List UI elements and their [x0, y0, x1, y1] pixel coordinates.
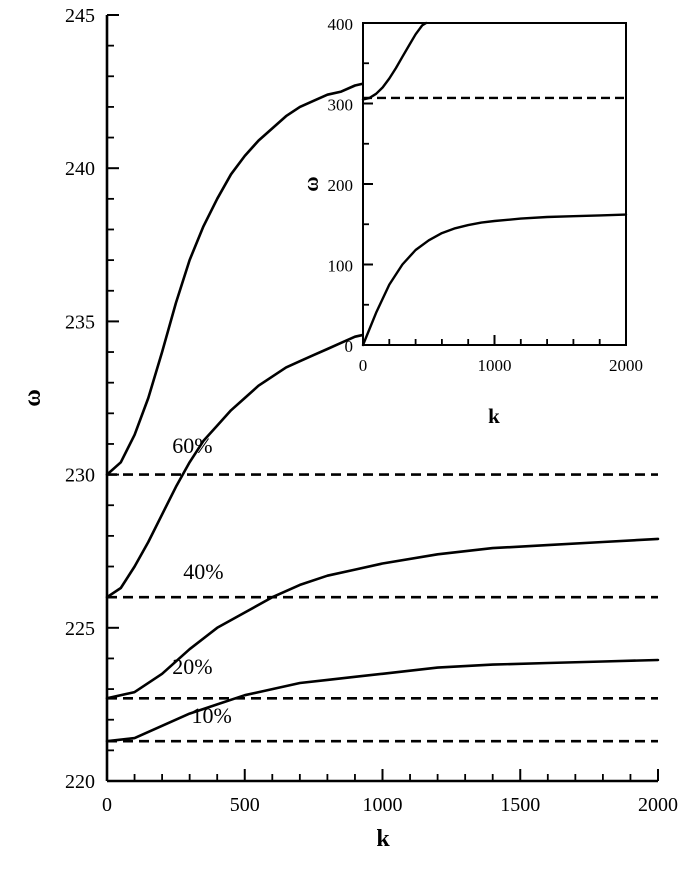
- main-x-tick-label: 2000: [638, 794, 678, 816]
- main-y-tick-label: 245: [65, 5, 95, 27]
- main-y-tick-label: 230: [65, 465, 95, 487]
- main-y-tick-label: 240: [65, 158, 95, 180]
- main-plot: 0 500 1000 1500 2000220225230235240245kω60%4…: [20, 5, 678, 852]
- inset-y-tick-label: 400: [328, 15, 354, 34]
- main-y-tick-label: 235: [65, 311, 95, 333]
- main-annotation-0: 60%: [172, 433, 212, 458]
- inset-series-solid-2: [361, 213, 628, 347]
- inset-y-axis-title: ω: [299, 176, 323, 191]
- inset-x-tick-label: 1000: [478, 356, 512, 375]
- inset-y-tick-label: 300: [328, 96, 354, 115]
- inset-plot: 0 1000 2000 0 100 200 300 400 k ω: [299, 15, 643, 428]
- main-series-solid-0: [105, 81, 371, 476]
- inset-x-axis-title: k: [488, 404, 500, 428]
- inset-frame: [362, 22, 627, 346]
- main-y-axis-title: ω: [20, 389, 46, 407]
- main-x-axis-title: k: [376, 826, 390, 852]
- main-y-tick-label: 220: [65, 771, 95, 793]
- main-series-solid-3: [105, 658, 660, 743]
- main-series-solid-1: [105, 332, 371, 599]
- inset-y-tick-label: 200: [328, 176, 354, 195]
- inset-x-tick-label: 2000: [609, 356, 643, 375]
- inset-x-tick-label: 0: [359, 356, 368, 375]
- main-annotation-3: 10%: [192, 703, 232, 728]
- main-x-tick-label: 500: [230, 794, 260, 816]
- main-annotation-1: 40%: [183, 559, 223, 584]
- main-x-tick-label: 1000: [363, 794, 403, 816]
- inset-y-tick-label: 0: [345, 337, 354, 356]
- main-series-solid-2: [105, 537, 660, 700]
- main-x-tick-label: 0: [102, 794, 112, 816]
- main-y-tick-label: 225: [65, 618, 95, 640]
- inset-series-solid-0: [361, 21, 428, 101]
- main-x-tick-label: 1500: [500, 794, 540, 816]
- main-annotation-2: 20%: [172, 654, 212, 679]
- inset-y-tick-label: 100: [328, 257, 354, 276]
